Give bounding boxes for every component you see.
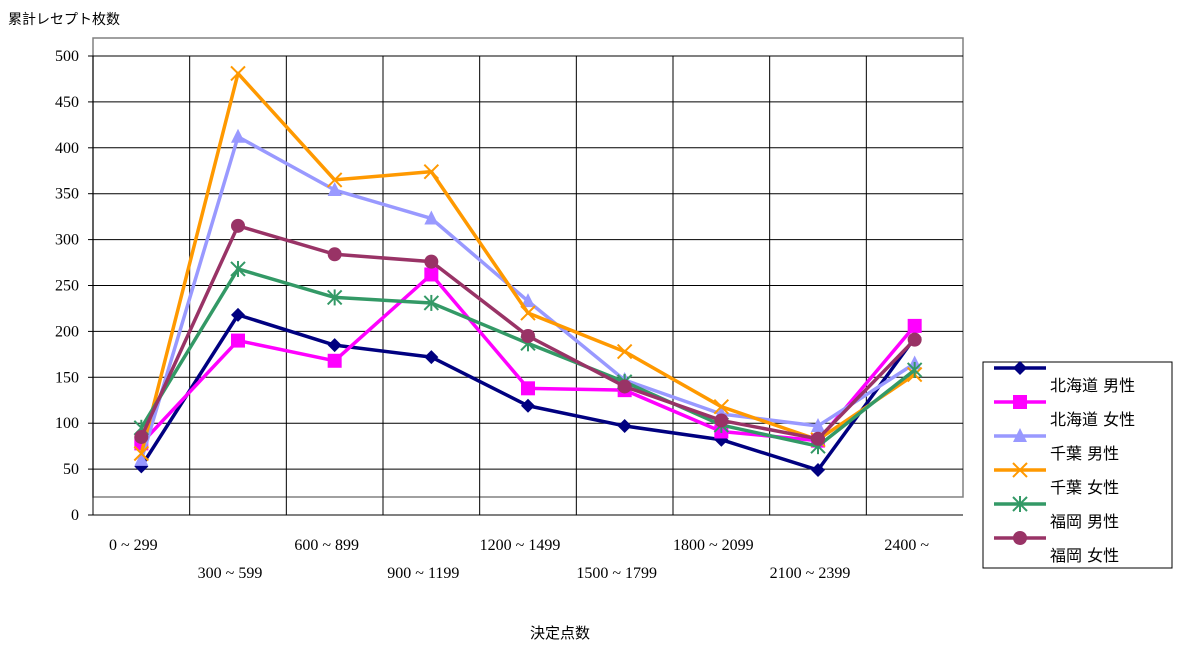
data-point xyxy=(811,431,825,446)
y-tick-label: 250 xyxy=(55,278,79,295)
legend-label: 福岡 男性 xyxy=(1050,512,1119,531)
data-point xyxy=(616,343,633,360)
x-tick-label: 2100 ~ 2399 xyxy=(770,565,851,582)
legend-item: 千葉 女性 xyxy=(994,462,1119,497)
data-point xyxy=(230,260,246,277)
y-tick-label: 350 xyxy=(55,186,79,203)
data-point xyxy=(423,294,440,311)
legend-marker xyxy=(1013,395,1027,409)
series-6 xyxy=(134,218,922,446)
data-point xyxy=(231,218,245,233)
data-point xyxy=(907,332,922,347)
legend-item: 福岡 女性 xyxy=(994,531,1119,565)
data-point xyxy=(617,418,632,433)
legend-label: 北海道 女性 xyxy=(1050,410,1135,429)
y-tick-label: 450 xyxy=(55,94,79,111)
series-lines xyxy=(133,65,923,478)
data-point xyxy=(134,429,149,444)
y-tick-label: 200 xyxy=(55,323,79,340)
x-tick-label: 600 ~ 899 xyxy=(294,537,359,554)
legend-item: 北海道 男性 xyxy=(994,361,1135,395)
legend-marker xyxy=(1012,496,1028,512)
data-point xyxy=(713,398,730,415)
x-tick-label: 2400 ~ xyxy=(884,537,929,554)
data-point xyxy=(424,254,439,269)
legend-label: 福岡 女性 xyxy=(1050,546,1119,565)
data-point xyxy=(521,328,535,343)
data-point xyxy=(231,333,245,348)
y-tick-label: 400 xyxy=(55,140,79,157)
data-point xyxy=(424,350,439,365)
x-axis-title: 決定点数 xyxy=(530,624,590,642)
legend-marker xyxy=(1013,531,1027,545)
data-point xyxy=(327,353,342,368)
data-point xyxy=(424,267,439,282)
data-point xyxy=(617,379,632,394)
data-point xyxy=(521,398,535,413)
data-point xyxy=(326,172,343,188)
y-tick-label: 500 xyxy=(55,48,79,65)
data-point xyxy=(811,463,825,478)
legend-marker xyxy=(1012,462,1028,478)
legend-label: 北海道 男性 xyxy=(1050,376,1135,395)
x-tick-label: 0 ~ 299 xyxy=(109,537,158,554)
data-point xyxy=(423,163,440,180)
legend-label: 千葉 男性 xyxy=(1050,444,1119,463)
data-point xyxy=(326,289,343,306)
data-point xyxy=(231,307,245,322)
legend-marker xyxy=(1013,428,1027,442)
x-tick-labels: 0 ~ 299 300 ~ 599 600 ~ 899 900 ~ 1199 1200 … xyxy=(109,537,929,582)
data-point xyxy=(134,451,149,466)
x-tick-label: 300 ~ 599 xyxy=(198,565,263,582)
data-point xyxy=(521,381,535,396)
x-tick-label: 1200 ~ 1499 xyxy=(480,537,561,554)
data-point xyxy=(424,210,439,225)
data-point xyxy=(714,413,729,428)
y-tick-label: 100 xyxy=(55,415,79,432)
data-point xyxy=(907,318,922,333)
y-axis-title: 累計レセプト枚数 xyxy=(8,12,120,28)
x-tick-label: 900 ~ 1199 xyxy=(387,565,459,582)
legend-item: 福岡 男性 xyxy=(994,496,1119,531)
data-point xyxy=(327,338,342,353)
data-point xyxy=(906,361,923,378)
data-point xyxy=(520,305,536,321)
data-point xyxy=(231,128,245,143)
data-point xyxy=(230,65,246,82)
y-tick-label: 0 xyxy=(71,507,79,524)
legend-label: 千葉 女性 xyxy=(1050,478,1119,497)
legend-marker xyxy=(1013,361,1027,375)
data-point xyxy=(327,182,342,197)
legend-item: 北海道 女性 xyxy=(994,395,1135,429)
x-tick-label: 1500 ~ 1799 xyxy=(576,565,657,582)
data-point xyxy=(811,417,825,432)
data-point xyxy=(521,293,535,308)
data-point xyxy=(327,247,342,262)
y-tick-label: 50 xyxy=(63,461,79,478)
legend-item: 千葉 男性 xyxy=(994,428,1119,463)
data-point xyxy=(133,445,150,462)
y-tick-labels: 0 50 100 150 200 250 300 350 400 450 500 xyxy=(55,48,93,524)
y-tick-label: 300 xyxy=(55,232,79,249)
y-tick-label: 150 xyxy=(55,369,79,386)
x-tick-label: 1800 ~ 2099 xyxy=(673,537,754,554)
